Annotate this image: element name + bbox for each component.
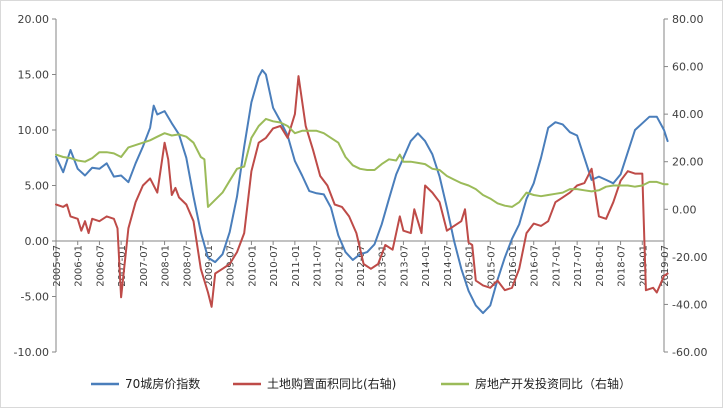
right-tick-label: 80.00 xyxy=(672,13,704,26)
left-tick-label: 20.00 xyxy=(18,13,50,26)
x-tick-label: 2006-07 xyxy=(95,245,106,287)
x-tick-label: 2016-07 xyxy=(530,245,541,287)
x-tick-label: 2019-07 xyxy=(660,245,671,287)
x-tick-label: 2011-01 xyxy=(291,245,302,287)
x-tick-label: 2007-01 xyxy=(117,245,128,287)
x-tick-label: 2015-07 xyxy=(486,245,497,287)
legend-label-2: 土地购置面积同比(右轴) xyxy=(267,376,396,391)
x-tick-label: 2018-07 xyxy=(617,245,628,287)
left-tick-label: -10.00 xyxy=(14,346,49,359)
x-tick-label: 2014-01 xyxy=(421,245,432,287)
x-tick-label: 2017-01 xyxy=(551,245,562,287)
x-tick-label: 2005-07 xyxy=(52,245,63,287)
axes xyxy=(52,18,668,353)
x-tick-label: 2008-01 xyxy=(161,245,172,287)
legend-label-3: 房地产开发投资同比（右轴） xyxy=(475,376,631,391)
legend: 70城房价指数 土地购置面积同比(右轴) 房地产开发投资同比（右轴） xyxy=(91,376,631,391)
x-tick-label: 2018-01 xyxy=(595,245,606,287)
x-tick-label: 2015-01 xyxy=(465,245,476,287)
right-tick-label: 40.00 xyxy=(672,108,704,121)
left-axis-tick-labels: -10.00 -5.00 0.00 5.00 10.00 15.00 20.00 xyxy=(14,13,49,359)
x-tick-label: 2017-07 xyxy=(573,245,584,287)
left-tick-label: 10.00 xyxy=(18,124,50,137)
right-tick-label: 0.00 xyxy=(672,203,697,216)
series-line-3 xyxy=(55,117,669,208)
x-tick-label: 2019-01 xyxy=(638,245,649,287)
x-tick-label: 2010-07 xyxy=(269,245,280,287)
x-tick-label: 2006-01 xyxy=(74,245,85,287)
x-tick-label: 2012-01 xyxy=(334,245,345,287)
x-tick-label: 2013-01 xyxy=(378,245,389,287)
series-line-1 xyxy=(55,69,669,315)
series-lines xyxy=(55,69,669,315)
right-tick-label: 20.00 xyxy=(672,156,704,169)
left-tick-label: 15.00 xyxy=(18,69,50,82)
series-line-2 xyxy=(55,75,669,308)
left-tick-label: 5.00 xyxy=(25,180,50,193)
x-tick-label: 2016-01 xyxy=(508,245,519,287)
x-tick-label: 2009-07 xyxy=(226,245,237,287)
x-tick-label: 2014-07 xyxy=(443,245,454,287)
x-tick-label: 2013-07 xyxy=(399,245,410,287)
legend-label-1: 70城房价指数 xyxy=(125,376,200,391)
right-tick-label: -40.00 xyxy=(672,298,707,311)
x-axis-tick-labels: 2005-07 2006-01 2006-07 2007-01 2007-07 2008-… xyxy=(52,245,671,287)
x-tick-label: 2007-07 xyxy=(139,245,150,287)
x-tick-label: 2010-01 xyxy=(247,245,258,287)
left-tick-label: -5.00 xyxy=(21,291,49,304)
right-tick-label: -60.00 xyxy=(672,346,707,359)
left-tick-label: 0.00 xyxy=(25,235,50,248)
right-axis-tick-labels: -60.00 -40.00 -20.00 0.00 20.00 40.00 60.00 80.… xyxy=(672,13,707,359)
right-tick-label: -20.00 xyxy=(672,251,707,264)
right-tick-label: 60.00 xyxy=(672,61,704,74)
x-tick-label: 2011-07 xyxy=(313,245,324,287)
x-tick-label: 2009-01 xyxy=(204,245,215,287)
x-tick-label: 2012-07 xyxy=(356,245,367,287)
x-tick-label: 2008-07 xyxy=(182,245,193,287)
